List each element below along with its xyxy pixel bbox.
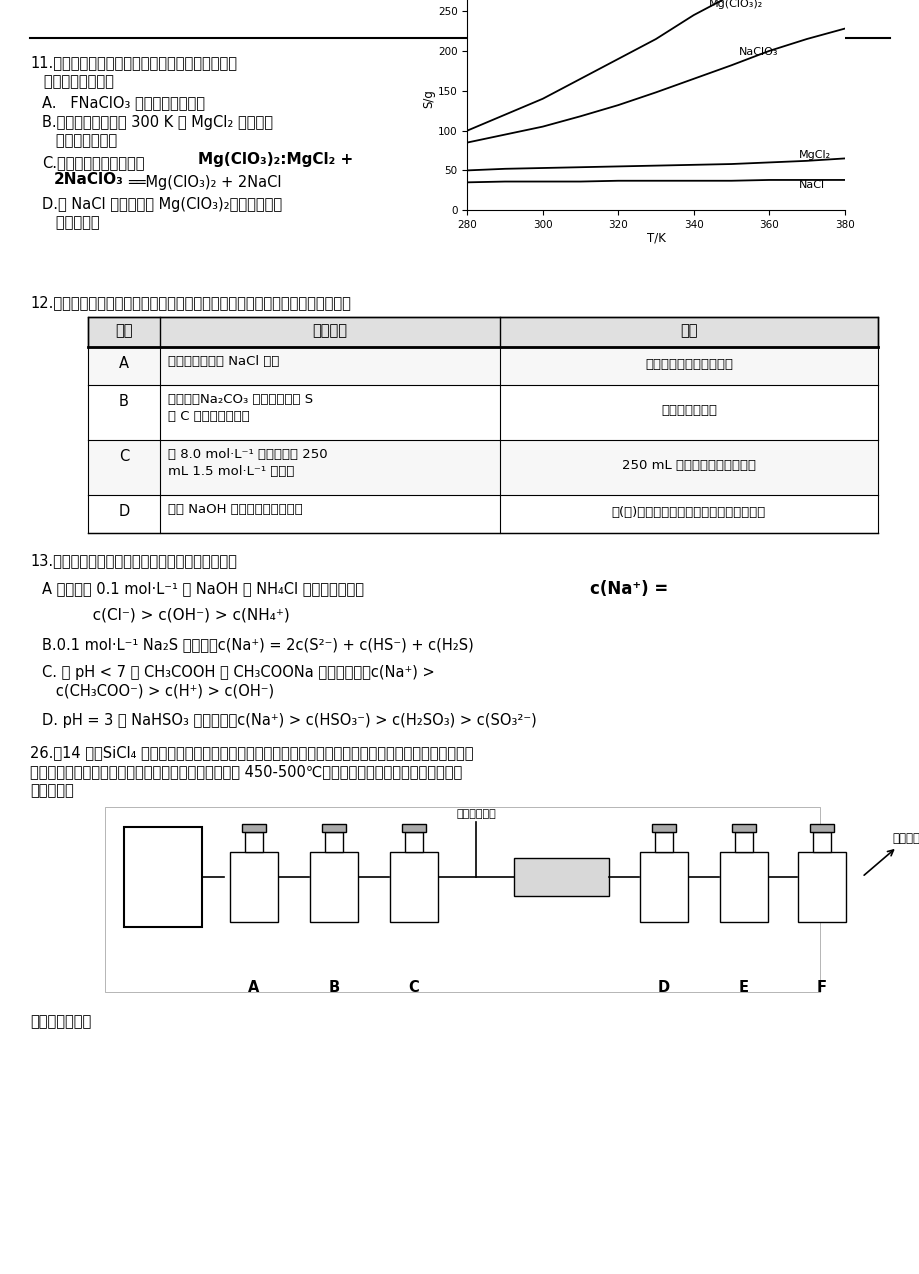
Text: 尾气处理: 尾气处理 bbox=[891, 832, 919, 845]
Text: 实验目的: 实验目的 bbox=[312, 324, 347, 338]
Text: Mg(ClO₃)₂: Mg(ClO₃)₂ bbox=[708, 0, 762, 9]
Text: g: g bbox=[740, 887, 747, 897]
Text: A: A bbox=[119, 355, 129, 371]
Bar bbox=[732, 824, 755, 832]
Text: 从食盐水中获得 NaCl 晶体: 从食盐水中获得 NaCl 晶体 bbox=[168, 355, 279, 368]
Bar bbox=[809, 824, 834, 832]
Text: 试管、胶头滴管: 试管、胶头滴管 bbox=[660, 404, 716, 417]
Text: C. 在 pH < 7 的 CH₃COOH 和 CH₃COONa 的混合液中：c(Na⁺) >: C. 在 pH < 7 的 CH₃COOH 和 CH₃COONa 的混合液中：c… bbox=[42, 665, 435, 680]
Text: NaOH和: NaOH和 bbox=[803, 882, 839, 892]
Text: A: A bbox=[248, 980, 259, 995]
Text: 的物质的量浓度: 的物质的量浓度 bbox=[42, 132, 117, 148]
Text: D: D bbox=[657, 980, 669, 995]
Text: 与 C 的非金属性强弱: 与 C 的非金属性强弱 bbox=[168, 410, 249, 423]
Bar bbox=[242, 824, 266, 832]
Bar bbox=[124, 827, 202, 927]
Bar bbox=[734, 832, 752, 852]
Bar bbox=[720, 852, 767, 922]
Text: D: D bbox=[119, 505, 130, 519]
Text: 250 mL 容量瓶、玻璃棒、烧杯: 250 mL 容量瓶、玻璃棒、烧杯 bbox=[621, 459, 755, 471]
Bar bbox=[797, 852, 845, 922]
Text: B: B bbox=[328, 980, 339, 995]
Text: D. pH = 3 的 NaHSO₃ 稀溶液中：c(Na⁺) > c(HSO₃⁻) > c(H₂SO₃) > c(SO₃²⁻): D. pH = 3 的 NaHSO₃ 稀溶液中：c(Na⁺) > c(HSO₃⁻… bbox=[42, 713, 536, 727]
Text: Na₂SO₃溶液: Na₂SO₃溶液 bbox=[796, 896, 846, 905]
Bar bbox=[404, 832, 423, 852]
Text: 26.（14 分）SiCl₄ 是生产光纤预制棒的基础原料。通常在高温下还原二氧化硅制得粗硅（含铁、铝、硼、: 26.（14 分）SiCl₄ 是生产光纤预制棒的基础原料。通常在高温下还原二氧化… bbox=[30, 745, 473, 761]
Text: c(Na⁺) =: c(Na⁺) = bbox=[589, 580, 667, 598]
Text: 发生: 发生 bbox=[155, 877, 170, 891]
Bar bbox=[514, 857, 608, 896]
Bar bbox=[812, 832, 830, 852]
Bar bbox=[322, 824, 346, 832]
Text: 11.几种化合物的溶解度随温度变化曲线如图所示，: 11.几种化合物的溶解度随温度变化曲线如图所示， bbox=[30, 55, 237, 70]
Text: 仪器: 仪器 bbox=[679, 324, 697, 338]
Text: 装置: 装置 bbox=[155, 893, 170, 906]
Text: 选项: 选项 bbox=[115, 324, 132, 338]
Text: c(CH₃COO⁻) > c(H⁺) > c(OH⁻): c(CH₃COO⁻) > c(H⁺) > c(OH⁻) bbox=[42, 684, 274, 699]
Text: NaClO₃: NaClO₃ bbox=[738, 47, 777, 57]
Text: 氯气: 氯气 bbox=[155, 859, 170, 871]
Text: 相关信息如下：: 相关信息如下： bbox=[30, 1014, 91, 1029]
Bar bbox=[105, 806, 819, 992]
Text: Mg(ClO₃)₂:MgCl₂ +: Mg(ClO₃)₂:MgCl₂ + bbox=[198, 152, 353, 167]
Text: E: E bbox=[738, 980, 748, 995]
Bar bbox=[230, 852, 278, 922]
Text: 石英砂和碳粉: 石英砂和碳粉 bbox=[456, 809, 495, 819]
Text: c(Cl⁻) > c(OH⁻) > c(NH₄⁺): c(Cl⁻) > c(OH⁻) > c(NH₄⁺) bbox=[78, 606, 289, 622]
Text: 测定 NaOH 溶液的物质的量浓度: 测定 NaOH 溶液的物质的量浓度 bbox=[168, 503, 302, 516]
Text: 13.室温下，下列溶液中粒子浓度大小关系正确的是: 13.室温下，下列溶液中粒子浓度大小关系正确的是 bbox=[30, 553, 236, 568]
Text: 用硫酸、Na₂CO₃ 溶液比较元素 S: 用硫酸、Na₂CO₃ 溶液比较元素 S bbox=[168, 392, 312, 406]
Bar bbox=[640, 852, 687, 922]
Bar bbox=[88, 440, 877, 496]
Text: C.可采用复分解反应制备: C.可采用复分解反应制备 bbox=[42, 155, 144, 169]
Bar bbox=[654, 832, 673, 852]
Text: 晶方法提纯: 晶方法提纯 bbox=[42, 215, 99, 231]
Text: 用 8.0 mol·L⁻¹ 的盐酸配制 250: 用 8.0 mol·L⁻¹ 的盐酸配制 250 bbox=[168, 448, 327, 461]
X-axis label: T/K: T/K bbox=[646, 232, 664, 245]
Bar bbox=[88, 347, 877, 385]
Text: A.   FNaClO₃ 的溶解是放热过程: A. FNaClO₃ 的溶解是放热过程 bbox=[42, 96, 205, 110]
Y-axis label: S/g: S/g bbox=[422, 89, 435, 108]
Bar bbox=[310, 852, 357, 922]
Text: NaCl: NaCl bbox=[799, 180, 824, 190]
Text: A 浓度均为 0.1 mol·L⁻¹ 的 NaOH 和 NH₄Cl 等体积混合后：: A 浓度均为 0.1 mol·L⁻¹ 的 NaOH 和 NH₄Cl 等体积混合后… bbox=[42, 581, 364, 596]
Text: B: B bbox=[119, 394, 129, 409]
Text: mL 1.5 mol·L⁻¹ 的盐酸: mL 1.5 mol·L⁻¹ 的盐酸 bbox=[168, 465, 294, 478]
Text: MgCl₂: MgCl₂ bbox=[799, 150, 831, 161]
Bar bbox=[88, 317, 877, 347]
Text: 下列说法正确的是: 下列说法正确的是 bbox=[30, 74, 114, 89]
Bar bbox=[324, 832, 343, 852]
Text: C: C bbox=[408, 980, 419, 995]
Text: 冷却液: 冷却液 bbox=[653, 887, 674, 897]
Text: B.0.1 mol·L⁻¹ Na₂S 溶液中：c(Na⁺) = 2c(S²⁻) + c(HS⁻) + c(H₂S): B.0.1 mol·L⁻¹ Na₂S 溶液中：c(Na⁺) = 2c(S²⁻) … bbox=[42, 637, 473, 652]
Text: C: C bbox=[119, 448, 129, 464]
Bar bbox=[88, 496, 877, 533]
Bar bbox=[652, 824, 675, 832]
Bar bbox=[244, 832, 263, 852]
Text: 置示意图。: 置示意图。 bbox=[30, 784, 74, 798]
Text: 蒸发皿、玻璃棒、酒精灯: 蒸发皿、玻璃棒、酒精灯 bbox=[644, 358, 732, 371]
Text: F: F bbox=[816, 980, 826, 995]
Text: 酸(碱)式滴定管、胶头滴管、锥形瓶、烧杯: 酸(碱)式滴定管、胶头滴管、锥形瓶、烧杯 bbox=[611, 506, 766, 519]
Bar bbox=[390, 852, 437, 922]
Text: 12.仅仅用下表提供的仪器（夹持仪器和试剂任选），不能实现相应实验目的的是: 12.仅仅用下表提供的仪器（夹持仪器和试剂任选），不能实现相应实验目的的是 bbox=[30, 296, 350, 310]
Text: 磷等杂质），粗硅与氧气反应生成四氧化硅（反应温度 450-500℃）。以下是实验室制备四氯化硅的装: 磷等杂质），粗硅与氧气反应生成四氧化硅（反应温度 450-500℃）。以下是实验… bbox=[30, 764, 461, 778]
Bar bbox=[402, 824, 425, 832]
Text: ══Mg(ClO₃)₂ + 2NaCl: ══Mg(ClO₃)₂ + 2NaCl bbox=[128, 175, 281, 190]
Text: B.由图中数据可求出 300 K 时 MgCl₂ 饱和溶液: B.由图中数据可求出 300 K 时 MgCl₂ 饱和溶液 bbox=[42, 115, 273, 130]
Text: D.若 NaCl 中含有少量 Mg(ClO₃)₂，可用降温结: D.若 NaCl 中含有少量 Mg(ClO₃)₂，可用降温结 bbox=[42, 197, 282, 211]
Bar bbox=[88, 385, 877, 440]
Text: 2NaClO₃: 2NaClO₃ bbox=[54, 172, 124, 187]
